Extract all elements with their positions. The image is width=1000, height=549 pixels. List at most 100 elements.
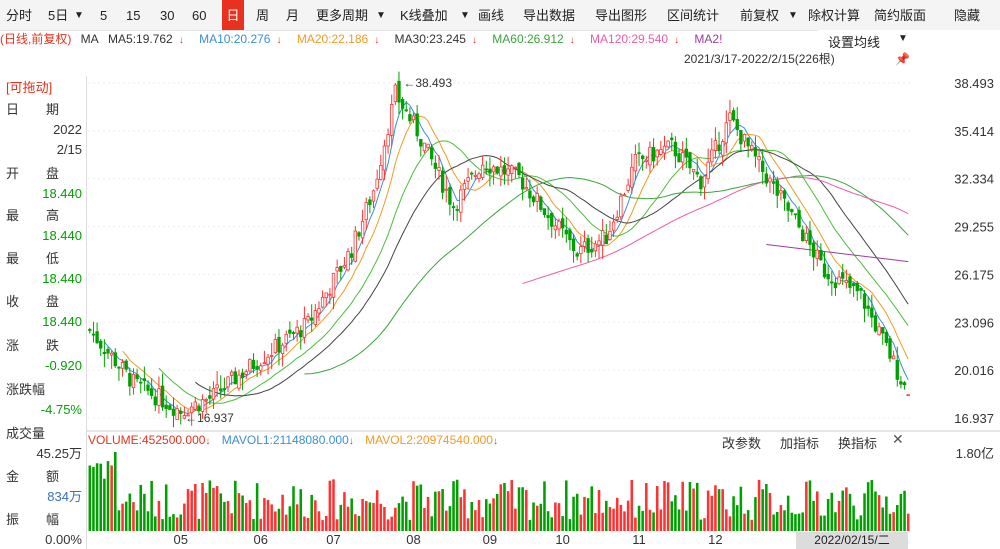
more-periods-dropdown-icon[interactable]: ▼ — [376, 10, 386, 21]
candle-body — [211, 387, 216, 400]
period-5day-dropdown-icon[interactable]: ▼ — [74, 10, 84, 21]
volume-bar — [255, 483, 259, 531]
ma20-line — [158, 140, 909, 404]
volume-bar — [103, 478, 106, 531]
candle — [422, 142, 427, 154]
candle — [542, 208, 547, 218]
candle — [291, 330, 296, 339]
ma30-line — [195, 149, 909, 397]
cursor-date-label: 2022/02/15/二 — [796, 532, 908, 549]
candle-body — [277, 336, 281, 353]
volume-bar — [725, 509, 728, 531]
candle — [502, 157, 507, 185]
volume-bar — [586, 498, 590, 531]
kline-overlay-dropdown-icon[interactable]: ▼ — [460, 10, 470, 21]
volume-bar — [379, 503, 383, 531]
candle-body — [488, 168, 492, 174]
close-indicator-icon[interactable]: ✕ — [892, 431, 904, 447]
period-minute[interactable]: 分时 — [6, 8, 33, 23]
volume-bar — [677, 509, 681, 531]
switch-indicator-button[interactable]: 换指标 — [838, 436, 878, 451]
volume-bar — [114, 452, 117, 531]
candle — [702, 175, 707, 200]
period-day-tab[interactable]: 日 — [222, 0, 244, 30]
period-30min[interactable]: 30 — [160, 8, 175, 23]
period-5day[interactable]: 5日 — [48, 8, 69, 23]
volume-bar — [648, 509, 652, 531]
close-label-2: 盘 — [46, 294, 60, 309]
volume-bar — [819, 515, 823, 531]
volume-value-label: VOLUME:452500.000 — [88, 433, 206, 447]
candle — [539, 195, 543, 213]
period-5min[interactable]: 5 — [100, 8, 108, 23]
volume-bar — [117, 510, 121, 531]
candle — [360, 209, 365, 245]
range-stats-button[interactable]: 区间统计 — [667, 8, 720, 23]
pin-icon[interactable]: 📌 — [895, 52, 910, 66]
ma-setting-dropdown-icon[interactable]: ▼ — [898, 33, 908, 44]
volume-bars: 1.80亿 — [88, 446, 994, 531]
candle-body — [553, 225, 558, 231]
volume-bar — [892, 512, 895, 531]
volume-bar — [757, 479, 761, 531]
candle-body — [317, 308, 321, 314]
simple-layout-button[interactable]: 简约版面 — [874, 8, 927, 23]
exright-calc-button[interactable]: 除权计算 — [808, 8, 861, 23]
volume-bar — [812, 500, 815, 531]
volume-bar — [870, 480, 874, 531]
volume-bar — [739, 486, 743, 531]
candle — [888, 335, 892, 363]
candle — [317, 301, 321, 321]
candle-body — [644, 159, 648, 162]
more-periods-menu[interactable]: 更多周期 — [316, 8, 369, 23]
amplitude-value: 0.00% — [45, 532, 82, 547]
add-indicator-button[interactable]: 加指标 — [780, 436, 820, 451]
volume-bar — [466, 518, 470, 531]
hide-button[interactable]: 隐藏 — [954, 8, 981, 23]
draw-line-button[interactable]: 画线 — [478, 8, 505, 23]
info-panel[interactable]: [可拖动] 日 期 2022 2/15 开 盘 18.440 最 高 18.44… — [0, 76, 87, 549]
adjust-forward-menu[interactable]: 前复权 — [740, 8, 780, 23]
volume-bar — [652, 512, 655, 531]
volume-bar — [521, 487, 524, 531]
volume-bar — [608, 507, 612, 531]
candle-body — [146, 384, 150, 391]
open-value: 18.440 — [42, 186, 82, 201]
candle — [517, 161, 521, 178]
candle — [368, 196, 372, 214]
edit-params-button[interactable]: 改参数 — [722, 436, 762, 451]
candle-body — [582, 241, 587, 247]
export-chart-button[interactable]: 导出图形 — [595, 8, 648, 23]
candle-body — [473, 174, 478, 177]
volume-bar — [332, 479, 335, 531]
volume-bar — [310, 494, 313, 531]
candle — [142, 366, 147, 392]
candle — [473, 170, 478, 180]
month-tick: 11 — [632, 532, 646, 547]
volume-bar — [575, 493, 579, 531]
candle — [699, 174, 703, 196]
period-60min[interactable]: 60 — [192, 8, 207, 23]
volume-bar — [532, 502, 535, 531]
period-15min[interactable]: 15 — [126, 8, 141, 23]
candle — [99, 339, 103, 356]
candle — [666, 140, 670, 149]
candle-body — [397, 80, 401, 103]
export-data-button[interactable]: 导出数据 — [523, 8, 576, 23]
period-month[interactable]: 月 — [286, 8, 300, 23]
candle-body — [662, 145, 667, 154]
candle — [593, 240, 598, 258]
adjust-forward-dropdown-icon[interactable]: ▼ — [788, 10, 798, 21]
candle — [571, 234, 576, 263]
candle — [597, 234, 601, 259]
period-week[interactable]: 周 — [256, 8, 270, 23]
price-axis: 38.493 35.414 32.334 29.255 26.175 23.096 20.0… — [954, 76, 994, 426]
candle-body — [342, 264, 347, 268]
volume-bar — [859, 515, 863, 531]
candle-body — [735, 119, 739, 130]
ma-setting-button[interactable]: 设置均线 — [828, 35, 881, 50]
candle-body — [226, 376, 230, 388]
price-tick: 29.255 — [954, 220, 994, 235]
kline-overlay-menu[interactable]: K线叠加 — [400, 8, 448, 23]
